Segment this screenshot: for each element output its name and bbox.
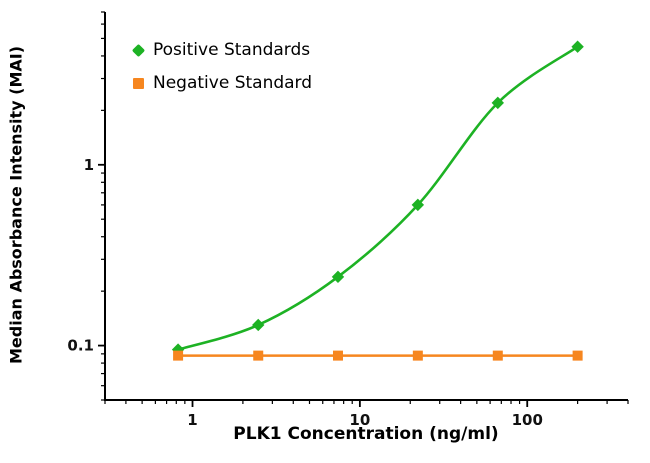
y-axis-label: Median Absorbance Intensity (MAI) xyxy=(6,45,26,365)
square-marker-icon xyxy=(253,350,264,361)
x-tick-label: 100 xyxy=(512,411,543,429)
square-marker-icon xyxy=(173,350,184,361)
diamond-marker-icon xyxy=(411,198,425,212)
y-tick-label: 0.1 xyxy=(67,337,94,355)
diamond-marker-icon xyxy=(252,318,265,332)
legend-label-negative: Negative Standard xyxy=(153,73,313,93)
legend-item-positive-standards: Positive Standards xyxy=(131,40,312,60)
square-marker-icon xyxy=(412,350,423,361)
diamond-marker-icon xyxy=(571,40,584,53)
legend-item-negative-standard: Negative Standard xyxy=(133,73,312,93)
square-marker-icon xyxy=(133,77,144,89)
y-tick-label: 1 xyxy=(84,156,94,174)
x-axis-label: PLK1 Concentration (ng/ml) xyxy=(233,424,499,444)
legend-label-positive: Positive Standards xyxy=(153,40,311,60)
square-marker-icon xyxy=(572,350,583,361)
diamond-marker-icon xyxy=(491,96,505,110)
diamond-marker-icon xyxy=(331,270,345,284)
legend: Positive Standards Negative Standard xyxy=(131,40,312,93)
square-marker-icon xyxy=(332,350,343,361)
x-tick-label: 10 xyxy=(349,411,370,429)
diamond-marker-icon xyxy=(131,43,146,57)
square-marker-icon xyxy=(492,350,503,361)
x-tick-label: 1 xyxy=(187,411,197,429)
